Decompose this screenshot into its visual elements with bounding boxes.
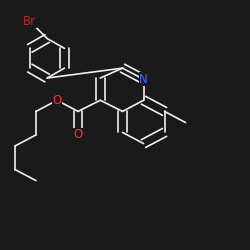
Text: Br: Br [23, 15, 36, 28]
Text: O: O [74, 128, 83, 141]
Text: N: N [139, 73, 148, 86]
Text: O: O [52, 94, 62, 107]
